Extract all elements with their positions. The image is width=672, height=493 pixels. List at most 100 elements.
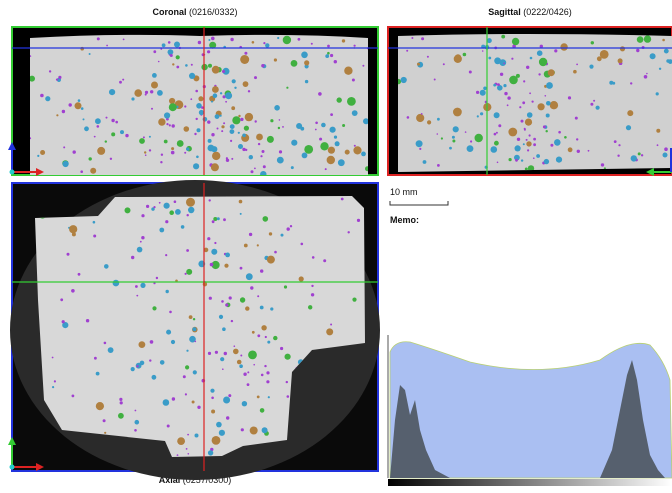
inclusion: [231, 106, 235, 110]
inclusion: [465, 131, 467, 133]
inclusion: [78, 273, 81, 276]
inclusion: [169, 124, 171, 126]
inclusion: [220, 357, 224, 361]
inclusion: [226, 157, 228, 159]
inclusion: [609, 81, 613, 85]
inclusion: [157, 90, 163, 96]
inclusion: [153, 206, 155, 208]
inclusion: [165, 220, 168, 223]
inclusion: [185, 273, 187, 275]
inclusion: [500, 73, 503, 76]
inclusion: [62, 320, 65, 323]
inclusion: [480, 112, 483, 115]
inclusion: [242, 148, 245, 151]
inclusion: [140, 283, 145, 288]
inclusion: [159, 202, 161, 204]
inclusion: [225, 303, 228, 306]
inclusion: [270, 119, 273, 122]
inclusion: [614, 140, 617, 143]
inclusion: [330, 113, 333, 116]
inclusion: [211, 397, 214, 400]
inclusion: [312, 256, 315, 259]
inclusion: [315, 122, 318, 125]
inclusion: [274, 251, 277, 254]
inclusion: [261, 325, 266, 330]
inclusion: [238, 132, 240, 134]
inclusion: [81, 107, 84, 110]
inclusion: [525, 168, 528, 171]
inclusion: [213, 93, 218, 98]
inclusion: [208, 64, 212, 68]
inclusion: [266, 371, 269, 374]
inclusion: [455, 54, 461, 60]
inclusion: [224, 264, 228, 268]
inclusion: [144, 151, 146, 153]
inclusion: [261, 374, 264, 377]
inclusion: [223, 122, 225, 124]
inclusion: [234, 87, 236, 89]
inclusion: [302, 153, 308, 159]
inclusion: [247, 371, 249, 373]
inclusion: [546, 101, 551, 106]
inclusion: [480, 90, 486, 96]
inclusion: [153, 50, 156, 53]
inclusion: [638, 152, 641, 155]
inclusion: [591, 41, 594, 44]
inclusion: [230, 140, 232, 142]
inclusion: [189, 73, 195, 79]
inclusion: [533, 138, 536, 141]
inclusion: [80, 170, 83, 173]
inclusion: [78, 99, 81, 102]
inclusion: [630, 82, 632, 84]
inclusion: [56, 114, 58, 116]
inclusion: [476, 91, 479, 94]
scale-bar-label: 10 mm: [390, 187, 418, 197]
inclusion: [193, 318, 195, 320]
inclusion: [242, 134, 246, 138]
inclusion: [262, 427, 268, 433]
inclusion: [72, 395, 75, 398]
inclusion: [499, 59, 506, 66]
inclusion: [56, 79, 58, 81]
inclusion: [104, 342, 107, 345]
inclusion: [401, 77, 407, 83]
inclusion: [529, 92, 531, 94]
inclusion: [593, 100, 595, 102]
inclusion: [523, 80, 525, 82]
inclusion: [334, 136, 337, 139]
inclusion: [63, 161, 69, 167]
inclusion: [544, 159, 549, 164]
inclusion: [216, 422, 222, 428]
inclusion: [262, 150, 265, 153]
inclusion: [225, 101, 227, 103]
inclusion: [527, 112, 533, 118]
inclusion: [263, 165, 266, 168]
inclusion: [192, 327, 196, 331]
inclusion: [240, 118, 243, 121]
inclusion: [504, 92, 507, 95]
inclusion: [283, 36, 291, 44]
inclusion: [657, 144, 659, 146]
inclusion: [527, 149, 529, 151]
inclusion: [646, 73, 648, 75]
inclusion: [644, 75, 648, 79]
inclusion: [560, 43, 567, 50]
inclusion: [248, 90, 250, 92]
inclusion: [291, 60, 298, 67]
inclusion: [214, 242, 216, 244]
inclusion: [526, 141, 531, 146]
inclusion: [452, 136, 455, 139]
inclusion: [507, 104, 509, 106]
inclusion: [198, 96, 203, 101]
inclusion: [411, 37, 413, 39]
inclusion: [497, 162, 499, 164]
inclusion: [139, 138, 145, 144]
inclusion: [274, 105, 280, 111]
inclusion: [338, 159, 345, 166]
inclusion: [212, 436, 221, 445]
inclusion: [177, 454, 179, 456]
inclusion: [158, 118, 165, 125]
inclusion: [256, 134, 263, 141]
inclusion: [186, 269, 192, 275]
inclusion: [509, 158, 512, 161]
